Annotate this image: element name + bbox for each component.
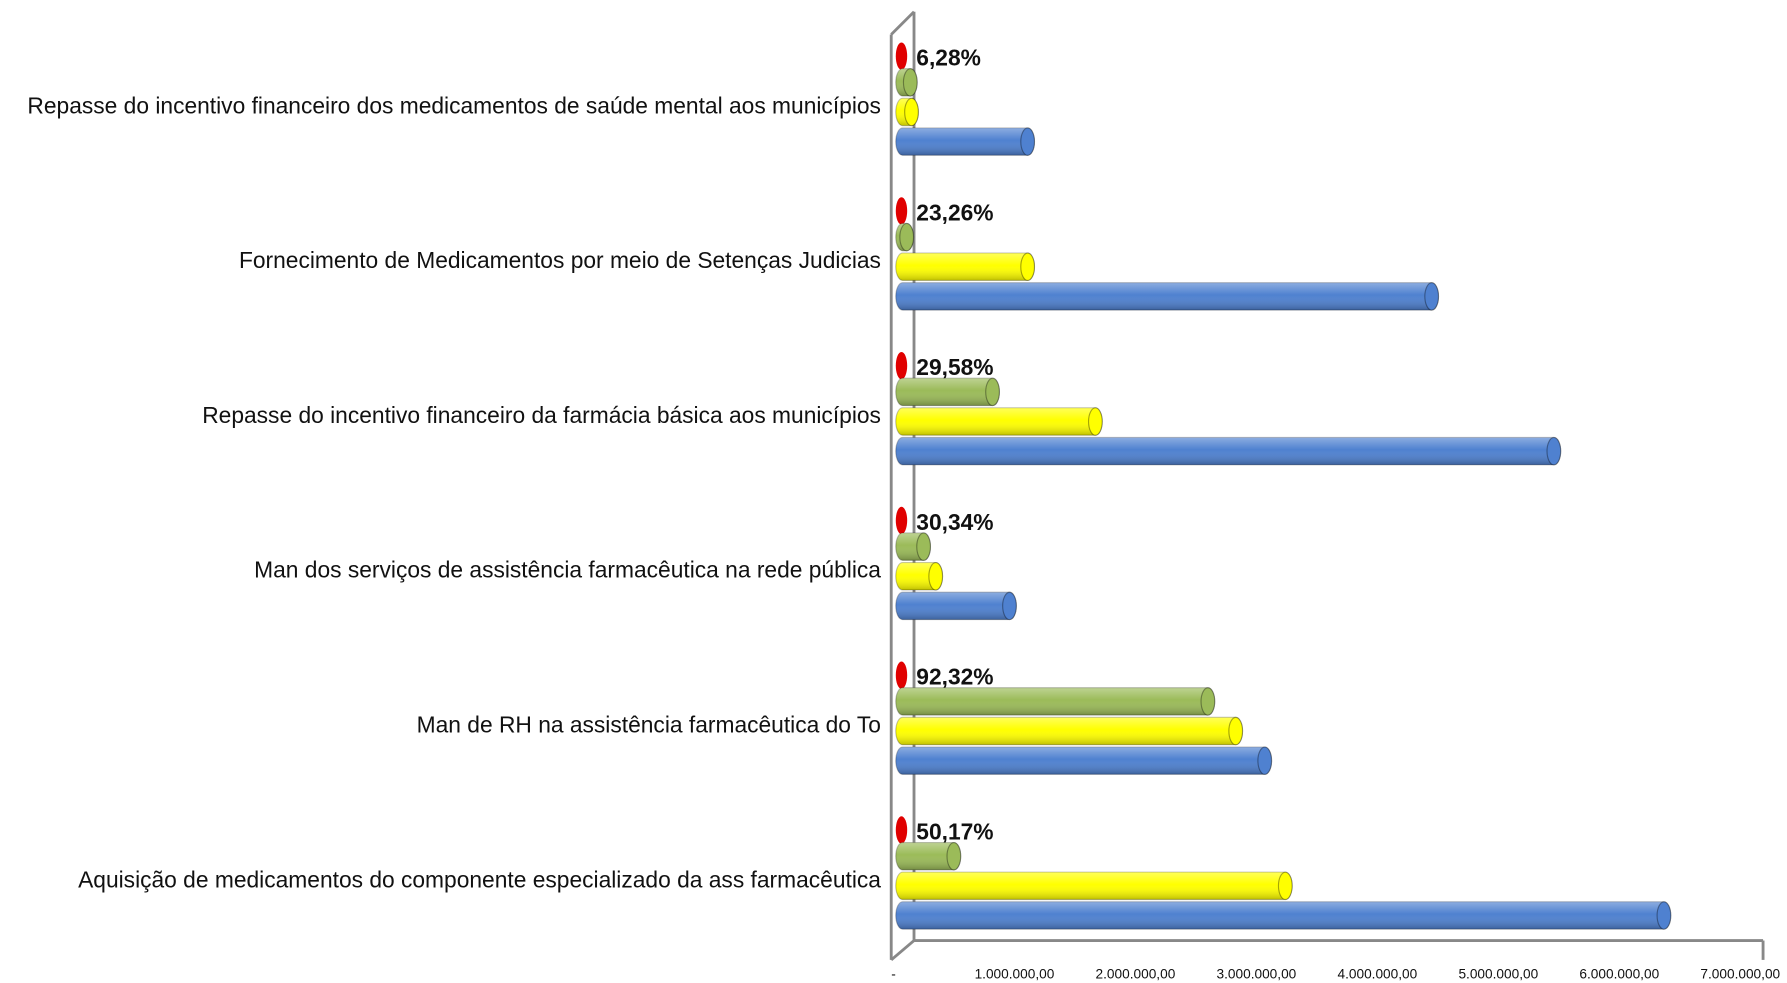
data-label: 6,28% (916, 45, 981, 71)
bar-cap (1087, 407, 1103, 436)
x-tick-label: 7.000.000,00 (1700, 966, 1780, 981)
bar-shade (895, 437, 1561, 465)
bar-shade (895, 253, 1035, 281)
marker (895, 816, 908, 844)
category-label: Man de RH na assistência farmacêutica do… (417, 712, 881, 738)
bar-cap (1424, 282, 1440, 311)
bar-cap (985, 377, 1000, 407)
marker (895, 42, 908, 70)
bar-cap (1020, 252, 1036, 282)
data-label: 30,34% (916, 509, 993, 535)
bar-cap (904, 97, 919, 127)
marker (895, 197, 908, 225)
category-label: Fornecimento de Medicamentos por meio de… (239, 247, 881, 273)
bar-cap (1656, 901, 1672, 930)
bar-cap (916, 532, 932, 561)
marker (895, 352, 908, 380)
frame-line (890, 10, 916, 36)
bar-cap (1277, 871, 1293, 901)
bar-cap (1546, 436, 1562, 466)
data-label: 29,58% (916, 354, 993, 380)
bar-shade (895, 747, 1272, 775)
bar-cap (946, 841, 962, 871)
bar-cap (1200, 687, 1216, 716)
x-tick-label: - (891, 966, 896, 981)
bar-shade (895, 901, 1671, 930)
bar-shade (895, 407, 1103, 436)
category-label: Man dos serviços de assistência farmacêu… (254, 557, 881, 583)
x-tick-label: 4.000.000,00 (1337, 966, 1417, 981)
category-label: Aquisição de medicamentos do componente … (78, 866, 881, 892)
bar-shade (895, 842, 961, 870)
x-tick-label: 6.000.000,00 (1579, 966, 1659, 981)
bar-shade (895, 872, 1293, 900)
x-tick-label: 1.000.000,00 (975, 966, 1055, 981)
marker (895, 661, 908, 689)
data-label: 23,26% (916, 199, 993, 225)
bar-shade (895, 687, 1215, 716)
data-label: 50,17% (916, 818, 993, 844)
x-tick-label: 5.000.000,00 (1458, 966, 1538, 981)
bar-shade (895, 127, 1035, 156)
bar-cap (899, 222, 915, 252)
bar-cap (928, 562, 944, 591)
bar-shade (895, 378, 1000, 406)
bar-cap (1020, 127, 1036, 156)
category-label: Repasse do incentivo financeiro dos medi… (27, 92, 881, 118)
marker (895, 506, 908, 535)
bar-cap (1257, 746, 1273, 775)
axes-frame (889, 10, 1765, 961)
bar-shade (895, 282, 1439, 311)
bar-cap (902, 68, 918, 97)
data-label: 92,32% (916, 664, 993, 690)
bar-shade (895, 717, 1243, 745)
x-tick-label: 2.000.000,00 (1096, 966, 1176, 981)
bar-cap (1228, 716, 1244, 746)
category-label: Repasse do incentivo financeiro da farmá… (202, 402, 881, 428)
x-tick-label: 3.000.000,00 (1217, 966, 1297, 981)
bar-shade (895, 592, 1017, 620)
bar-cap (1002, 591, 1017, 621)
frame-line (890, 939, 915, 961)
